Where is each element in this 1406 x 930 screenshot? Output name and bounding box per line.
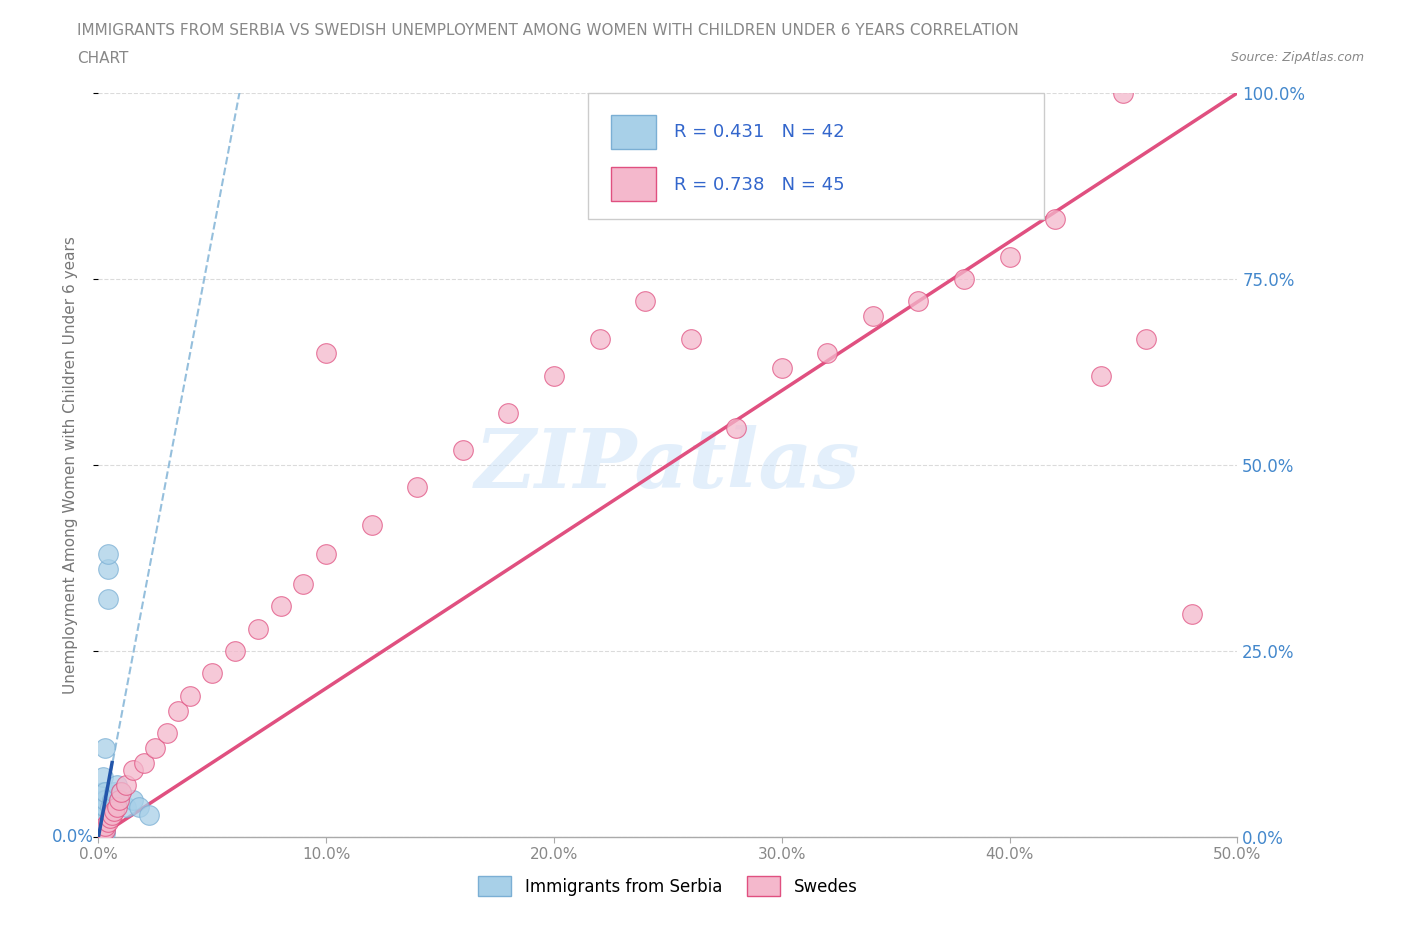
Point [91, 822, 114, 837]
Point [105, 800, 128, 815]
Point [90, 825, 112, 840]
Point [725, 420, 748, 435]
FancyBboxPatch shape [588, 93, 1043, 219]
Point [103, 804, 125, 818]
Point [91, 811, 114, 826]
Point [114, 800, 136, 815]
Point [246, 621, 269, 636]
Point [90, 828, 112, 843]
Point [543, 368, 565, 383]
Point [1181, 606, 1204, 621]
Point [1112, 86, 1135, 100]
Point [114, 777, 136, 792]
Text: R = 0.431   N = 42: R = 0.431 N = 42 [673, 124, 844, 141]
Point [94, 740, 117, 755]
FancyBboxPatch shape [612, 115, 657, 149]
Point [862, 309, 884, 324]
Point [90, 822, 112, 837]
Y-axis label: Unemployment Among Women with Children Under 6 years: Unemployment Among Women with Children U… [63, 236, 77, 694]
Point [96, 562, 118, 577]
Point [1043, 212, 1066, 227]
Point [98, 811, 121, 826]
Point [110, 785, 132, 800]
Text: ZIPatlas: ZIPatlas [475, 425, 860, 505]
Point [90, 811, 112, 826]
Point [94, 822, 117, 837]
Point [998, 249, 1021, 264]
Point [121, 763, 143, 777]
Point [156, 725, 179, 740]
Point [138, 807, 160, 822]
Point [96, 591, 118, 606]
Point [360, 517, 382, 532]
Point [90, 824, 112, 839]
Point [224, 644, 246, 658]
Text: R = 0.738   N = 45: R = 0.738 N = 45 [673, 176, 844, 193]
Point [815, 346, 838, 361]
Point [90, 826, 112, 841]
Point [451, 443, 474, 458]
Point [90, 827, 112, 842]
Point [94, 826, 117, 841]
Point [98, 800, 121, 815]
Point [101, 807, 124, 822]
Point [108, 792, 131, 807]
Legend: Immigrants from Serbia, Swedes: Immigrants from Serbia, Swedes [471, 870, 865, 903]
Point [1135, 331, 1157, 346]
Point [201, 666, 224, 681]
Point [94, 822, 117, 837]
Point [634, 294, 657, 309]
Point [128, 800, 150, 815]
Point [406, 480, 429, 495]
Point [145, 740, 167, 755]
Point [270, 599, 292, 614]
Point [770, 361, 793, 376]
Point [953, 272, 976, 286]
Point [105, 777, 128, 792]
Point [94, 815, 117, 830]
Point [91, 818, 114, 833]
Point [679, 331, 702, 346]
Point [110, 785, 132, 800]
Text: Source: ZipAtlas.com: Source: ZipAtlas.com [1230, 51, 1364, 64]
Point [94, 818, 117, 833]
Point [588, 331, 610, 346]
Point [315, 547, 337, 562]
Point [91, 815, 114, 830]
Point [103, 785, 125, 800]
Point [94, 807, 117, 822]
Point [121, 792, 143, 807]
Text: 0.0%: 0.0% [52, 828, 94, 846]
Point [101, 792, 124, 807]
Point [94, 785, 117, 800]
Point [91, 824, 114, 839]
Point [94, 800, 117, 815]
Point [98, 807, 121, 822]
Point [292, 577, 315, 591]
Point [90, 818, 112, 833]
Point [96, 815, 118, 830]
Point [91, 785, 114, 800]
Point [90, 826, 112, 841]
Point [315, 346, 337, 361]
Point [91, 792, 114, 807]
Text: IMMIGRANTS FROM SERBIA VS SWEDISH UNEMPLOYMENT AMONG WOMEN WITH CHILDREN UNDER 6: IMMIGRANTS FROM SERBIA VS SWEDISH UNEMPL… [77, 23, 1019, 38]
FancyBboxPatch shape [612, 167, 657, 201]
Point [96, 547, 118, 562]
Point [179, 688, 201, 703]
Point [1090, 368, 1112, 383]
Point [90, 824, 112, 839]
Point [91, 770, 114, 785]
Point [94, 792, 117, 807]
Point [498, 405, 520, 420]
Point [907, 294, 929, 309]
Text: CHART: CHART [77, 51, 129, 66]
Point [108, 792, 131, 807]
Point [91, 807, 114, 822]
Point [91, 826, 114, 841]
Point [90, 815, 112, 830]
Point [167, 703, 190, 718]
Point [91, 800, 114, 815]
Point [132, 755, 155, 770]
